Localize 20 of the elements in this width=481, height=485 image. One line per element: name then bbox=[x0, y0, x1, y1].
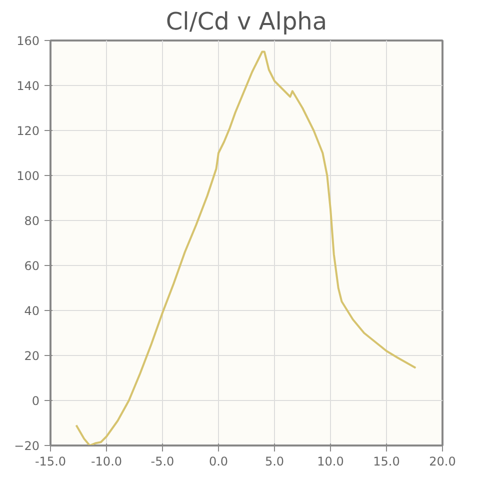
y-tick-label: 60 bbox=[24, 259, 40, 273]
x-tick-label: 5.0 bbox=[264, 454, 284, 468]
x-tick-label: 0.0 bbox=[208, 454, 228, 468]
x-tick-label: 10.0 bbox=[317, 454, 344, 468]
y-tick-label: 120 bbox=[16, 124, 40, 138]
x-tick-label: -10.0 bbox=[90, 454, 122, 468]
y-tick-label: 0 bbox=[32, 394, 40, 408]
x-tick-label: 15.0 bbox=[373, 454, 400, 468]
line-series bbox=[75, 50, 417, 446]
chart-title: Cl/Cd v Alpha bbox=[166, 8, 328, 36]
y-tick-label: 140 bbox=[16, 79, 40, 93]
y-tick-label: 80 bbox=[24, 214, 40, 228]
y-tick-label: −20 bbox=[14, 439, 40, 453]
y-tick-label: 160 bbox=[16, 34, 40, 48]
y-tick-label: 20 bbox=[24, 349, 40, 363]
x-tick-label: 20.0 bbox=[429, 454, 456, 468]
y-tick-label: 40 bbox=[24, 304, 40, 318]
y-tick-label: 100 bbox=[16, 169, 40, 183]
x-tick-label: -5.0 bbox=[150, 454, 174, 468]
x-tick-label: -15.0 bbox=[34, 454, 66, 468]
